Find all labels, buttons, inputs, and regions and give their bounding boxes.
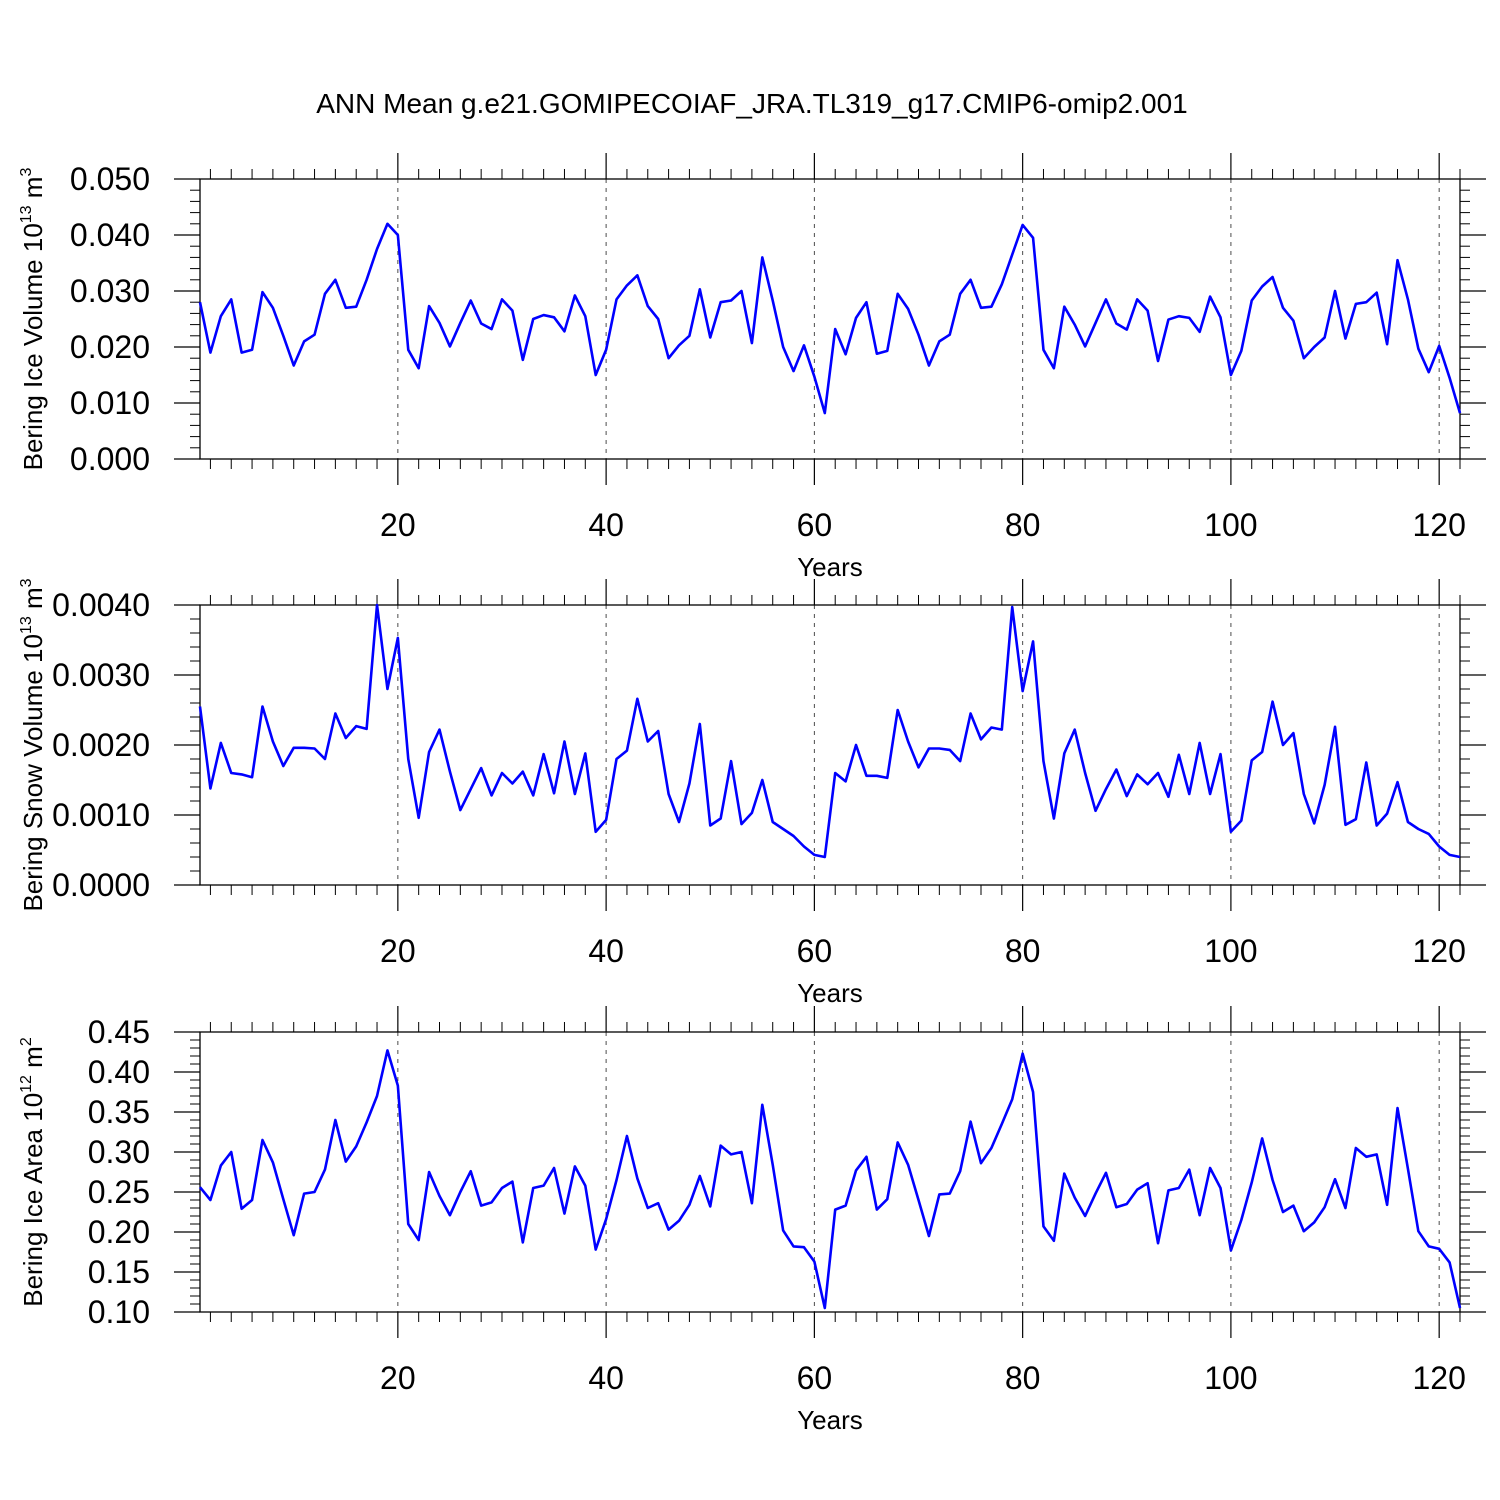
y-tick-label: 0.040	[70, 217, 150, 253]
x-tick-label: 20	[380, 1360, 416, 1396]
x-tick-label: 40	[588, 1360, 624, 1396]
y-axis-title: Bering Snow Volume 1013 m3	[18, 578, 48, 911]
y-tick-label: 0.35	[88, 1094, 150, 1130]
y-tick-label: 0.30	[88, 1134, 150, 1170]
x-tick-label: 100	[1204, 1360, 1257, 1396]
plot-frame	[199, 604, 1461, 886]
x-tick-label: 40	[588, 507, 624, 543]
x-tick-label: 120	[1412, 1360, 1465, 1396]
x-tick-label: 20	[380, 933, 416, 969]
y-tick-label: 0.25	[88, 1174, 150, 1210]
x-tick-label: 80	[1005, 507, 1041, 543]
x-tick-label: 20	[380, 507, 416, 543]
y-tick-label: 0.0030	[52, 657, 150, 693]
y-tick-label: 0.40	[88, 1054, 150, 1090]
y-tick-label: 0.15	[88, 1254, 150, 1290]
y-tick-label: 0.0040	[52, 587, 150, 623]
chart-title: ANN Mean g.e21.GOMIPECOIAF_JRA.TL319_g17…	[316, 88, 1188, 119]
series-line	[198, 222, 1462, 415]
y-tick-label: 0.0000	[52, 867, 150, 903]
x-axis-title: Years	[797, 978, 863, 1008]
y-tick-label: 0.010	[70, 385, 150, 421]
y-tick-label: 0.10	[88, 1294, 150, 1330]
y-tick-label: 0.000	[70, 441, 150, 477]
chart-panels: 20 40 60 80 100 120 0.000 0.010 0.020 0.030 0.040 0…	[18, 153, 1486, 1435]
x-tick-label: 80	[1005, 1360, 1041, 1396]
series-line	[198, 1049, 1462, 1310]
x-axis-title: Years	[797, 1405, 863, 1435]
y-axis-title: Bering Ice Area 1012 m2	[18, 1037, 48, 1307]
y-tick-label: 0.020	[70, 329, 150, 365]
y-tick-label: 0.20	[88, 1214, 150, 1250]
x-tick-label: 60	[797, 507, 833, 543]
plot-frame	[199, 1031, 1461, 1313]
y-tick-label: 0.0020	[52, 727, 150, 763]
x-tick-label: 40	[588, 933, 624, 969]
panel-3: 20 40 60 80 100 120 0.10 0.15 0.20 0.25 0.30 0.35 0.…	[18, 1006, 1486, 1435]
x-tick-label: 60	[797, 933, 833, 969]
y-tick-label: 0.030	[70, 273, 150, 309]
y-tick-label: 0.45	[88, 1014, 150, 1050]
panel-1: 20 40 60 80 100 120 0.000 0.010 0.020 0.030 0.040 0…	[18, 153, 1486, 582]
series-line	[198, 603, 1461, 859]
x-tick-label: 100	[1204, 933, 1257, 969]
panel-2: 20 40 60 80 100 120 0.0000 0.0010 0.0020 0.0030 0.…	[18, 578, 1486, 1008]
x-tick-label: 80	[1005, 933, 1041, 969]
plot-frame	[199, 178, 1461, 460]
y-tick-label: 0.0010	[52, 797, 150, 833]
x-tick-label: 120	[1412, 507, 1465, 543]
x-tick-label: 100	[1204, 507, 1257, 543]
y-tick-label: 0.050	[70, 161, 150, 197]
x-tick-label: 120	[1412, 933, 1465, 969]
x-tick-label: 60	[797, 1360, 833, 1396]
x-axis-title: Years	[797, 552, 863, 582]
y-axis-title: Bering Ice Volume 1013 m3	[18, 168, 48, 471]
